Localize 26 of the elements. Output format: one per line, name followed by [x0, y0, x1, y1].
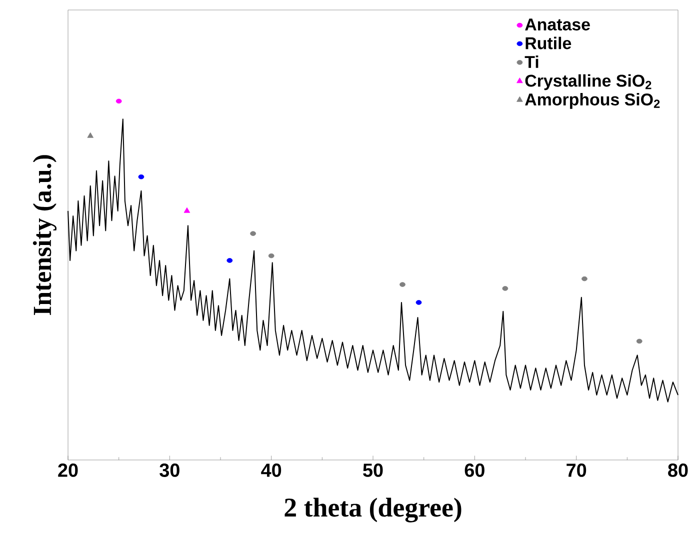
x-tick-label: 80: [668, 464, 688, 477]
point: [87, 132, 94, 138]
point: [268, 253, 274, 258]
x-tick-label: 40: [261, 464, 282, 477]
point: [636, 338, 642, 344]
x-tick-label: 50: [363, 464, 383, 477]
legend-label: Ti: [524, 56, 538, 68]
point: [502, 286, 508, 291]
point: [582, 276, 588, 282]
x-tick-label: 60: [464, 464, 484, 477]
x-tick-label: 70: [566, 464, 586, 477]
x-tick-label: 20: [58, 464, 78, 477]
y-axis-title: Intensity (a.u.): [32, 155, 56, 316]
point: [416, 300, 422, 305]
point: [184, 207, 190, 213]
point: [226, 258, 233, 263]
legend-label: Amorphous SiO$_{2}$: [525, 93, 660, 109]
point: [250, 231, 256, 236]
legend-label: Rutile: [526, 36, 572, 50]
point: [116, 98, 122, 104]
point: [400, 282, 406, 287]
legend-label: Anatase: [525, 18, 590, 30]
x-axis-title: 2 theta (degree): [284, 498, 462, 522]
x-tick-label: 30: [160, 464, 180, 477]
point: [138, 174, 144, 180]
legend-label: Crystalline SiO$_{2}$: [525, 74, 652, 90]
